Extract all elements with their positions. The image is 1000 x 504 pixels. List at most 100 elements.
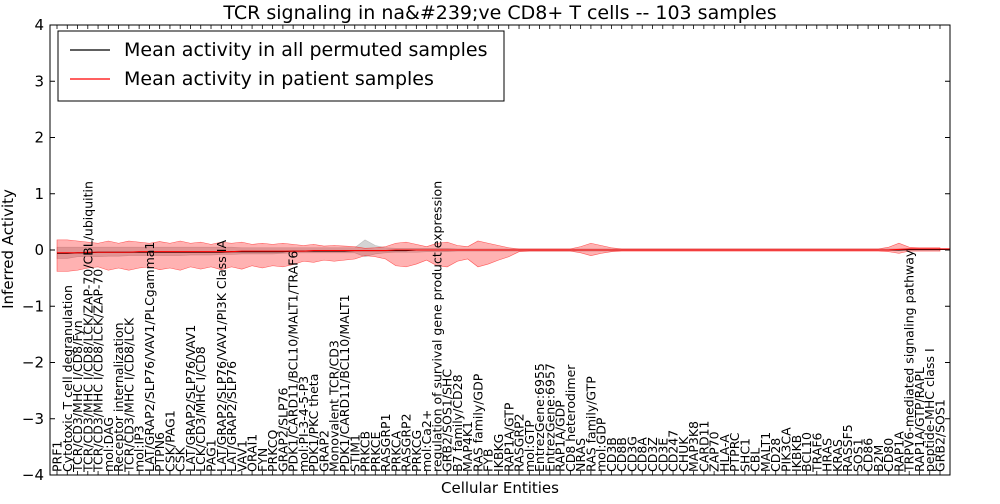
x-tick-label: RASGRP2 xyxy=(512,413,527,472)
x-tick-label: regulation of survival gene product expr… xyxy=(429,181,444,472)
y-tick-label: 0 xyxy=(34,241,44,259)
x-tick-label: RAP1A/GTP xyxy=(501,402,516,472)
x-tick-label: PDK1/PKC theta xyxy=(306,374,321,472)
x-tick-label: EntrezGene:6955 xyxy=(532,363,547,472)
x-tick-label: mol:PI-3-4-5-P3 xyxy=(296,376,311,472)
x-tick-label: mol:Ca2+ xyxy=(419,410,434,472)
x-tick-label: MALT1 xyxy=(758,432,773,472)
legend-box xyxy=(57,30,505,102)
x-tick-label: CSK/PAG1 xyxy=(162,410,177,472)
y-axis-label: Inferred Activity xyxy=(0,189,17,309)
x-tick-label: LAT/GRAP2/SLP76/VAV1/PI3K Class IA xyxy=(214,240,229,472)
x-axis-label: Cellular Entities xyxy=(441,479,559,497)
x-tick-label: FYB xyxy=(481,449,496,472)
x-tick-label: PRKCB xyxy=(358,431,373,472)
x-tick-label: CD28 xyxy=(768,438,783,472)
plot-frame xyxy=(49,24,951,476)
x-tick-label: PRF1 xyxy=(50,441,65,472)
x-tick-label: PDK1/CARD11/BCL10/MALT1 xyxy=(337,294,352,472)
x-tick-label: VAV1 xyxy=(234,440,249,472)
series-line-patient xyxy=(57,248,951,254)
x-tick-label: TRAF6 xyxy=(809,432,824,473)
x-tick-label: PTPN6 xyxy=(152,432,167,472)
x-tick-label: HRAS xyxy=(820,438,835,472)
x-tick-label: GRB2/SOS1 xyxy=(933,399,948,472)
chart-title: TCR signaling in na&#239;ve CD8+ T cells… xyxy=(222,2,776,24)
series-lines xyxy=(57,248,951,254)
x-tick-label: EntrezGene:6957 xyxy=(542,363,557,472)
legend-label-permuted: Mean activity in all permuted samples xyxy=(124,39,487,61)
x-tick-label: LAT/GRAP2/SLP76/VAV1 xyxy=(183,325,198,472)
y-tick-label: 1 xyxy=(34,185,44,203)
x-tick-label: TCR/CD3/MHC I/CD8/LCK/ZAP-70/CBL/ubiquit… xyxy=(80,181,95,473)
x-tick-label: mol:IP3 xyxy=(132,425,147,472)
x-tick-label: PTPRC xyxy=(727,432,742,472)
x-tick-label: mol:GTP xyxy=(522,420,537,472)
x-tick-label: RASGRP2 xyxy=(399,413,414,472)
x-tick-label: PRKCG xyxy=(409,430,424,472)
x-tick-label: CD86 xyxy=(861,438,876,472)
y-tick-label: −3 xyxy=(22,410,44,428)
x-tick-label: B2M xyxy=(871,445,886,472)
axis-ticks: −4 −3 −2 −1 0 1 2 3 4 xyxy=(22,16,950,484)
x-tick-label: RASSF5 xyxy=(840,424,855,472)
x-tick-label: FYN xyxy=(255,448,270,472)
std-bands xyxy=(56,239,941,272)
x-tick-label: GRAP2 xyxy=(316,430,331,472)
x-tick-label: CD247 xyxy=(666,430,681,472)
x-tick-label: SHC1 xyxy=(737,438,752,472)
x-tick-label: CD8B xyxy=(614,437,629,472)
x-tick-label: PAG1 xyxy=(204,439,219,472)
x-tick-label: peptide-MHC class I xyxy=(922,348,937,472)
x-tick-label: CD3G xyxy=(624,436,639,472)
band-patient xyxy=(56,239,941,272)
x-tick-label: RAP1A xyxy=(891,431,906,472)
y-tick-label: 3 xyxy=(34,72,44,90)
x-tick-label: BCL10 xyxy=(799,432,814,472)
x-tick-label: IKBKB xyxy=(789,435,804,472)
legend-label-patient: Mean activity in patient samples xyxy=(124,68,434,90)
x-tick-label: GRAP2/SLP76 xyxy=(275,387,290,472)
legend: Mean activity in all permuted samples Me… xyxy=(57,30,505,102)
x-tick-label: TCR/CD3/MHC I/CD8/Fyn xyxy=(70,320,85,473)
x-tick-label: TCR/CD3/MHC I/CD8/LCK xyxy=(121,317,136,473)
x-tick-label: HLA-A xyxy=(717,434,732,472)
x-tick-label: CD3E xyxy=(655,438,670,472)
x-tick-label: TCR/CD3/MHC I/CD8/LCK/ZAP-70 xyxy=(91,269,106,473)
x-tick-label: Cytotoxic T cell degranulation xyxy=(60,285,75,472)
y-tick-label: −2 xyxy=(22,354,44,372)
x-tick-label: PRKCA xyxy=(388,431,403,472)
y-tick-label: −4 xyxy=(22,466,44,484)
y-tick-label: −1 xyxy=(22,297,44,315)
x-tick-label: Monovalent TCR/CD3 xyxy=(327,340,342,472)
x-tick-label: LAT/GRAP2/SLP76/VAV1/PLCgamma1 xyxy=(142,242,157,472)
x-tick-label: NRAS xyxy=(573,438,588,472)
x-tick-label: RAP1A/GTP/RAPL xyxy=(912,367,927,472)
x-tick-label: ORAI1 xyxy=(245,434,260,472)
x-tick-label: RASGRP1 xyxy=(378,413,393,472)
x-tick-label: B7 family/CD28 xyxy=(450,374,465,472)
x-tick-label: PRKCE xyxy=(368,432,383,472)
x-tick-label: RAS family/GTP xyxy=(583,376,598,472)
x-tick-label: CD80 xyxy=(881,438,896,472)
x-tick-label: LAT/GRAP2/SLP76 xyxy=(224,361,239,472)
x-tick-label: PIK3CA xyxy=(778,427,793,472)
x-tick-label: CD3B xyxy=(604,437,619,472)
x-tick-label: mol:GDP xyxy=(594,417,609,472)
x-tick-label: CD8A xyxy=(635,437,650,472)
x-tick-label: GRB2/SOS1/SHC xyxy=(440,369,455,472)
x-tick-label: MAP4K1 xyxy=(460,421,475,472)
y-tick-label: 2 xyxy=(34,129,44,147)
x-tick-label: IKBKG xyxy=(491,434,506,472)
x-tick-label: RAP1A/GDP xyxy=(553,400,568,472)
x-tick-label: TRPV6-mediated signaling pathway xyxy=(902,249,917,473)
x-tick-label: PDK1/CARD11/BCL10/MALT1/TRAF6 xyxy=(286,251,301,472)
x-tick-label: mol:DAG xyxy=(101,417,116,472)
x-tick-label: STIM1 xyxy=(347,434,362,472)
x-tick-label: Receptor internalization xyxy=(111,322,126,472)
x-tick-label: CARD11 xyxy=(696,421,711,473)
x-tick-label: CD8 heterodimer xyxy=(563,364,578,472)
